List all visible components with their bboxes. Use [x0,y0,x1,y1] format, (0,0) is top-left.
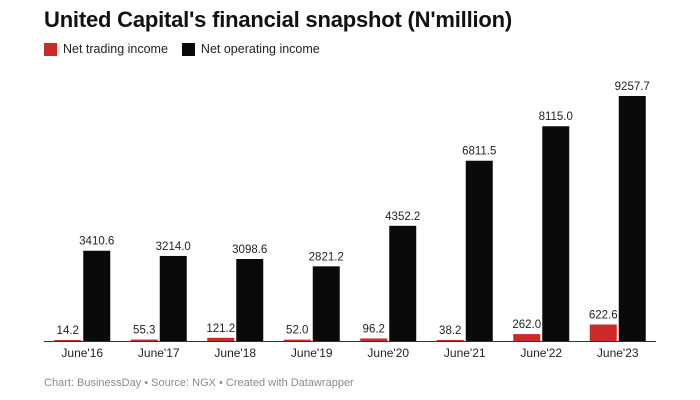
bar-trading-5 [436,339,464,341]
bar-operating-6 [542,126,570,341]
x-tick-label-7: June'23 [597,346,639,360]
data-label-trading-0: 14.2 [57,325,79,337]
x-tick-label-6: June'22 [520,346,562,360]
x-tick-label-0: June'16 [61,346,103,360]
legend-item-trading: Net trading income [44,42,168,56]
bar-trading-3 [283,339,311,341]
bar-operating-5 [465,160,493,341]
data-label-trading-7: 622.6 [589,310,618,322]
x-tick-label-2: June'18 [214,346,256,360]
legend-swatch-operating [181,42,195,56]
data-label-trading-4: 96.2 [363,323,385,335]
bar-trading-6 [513,334,541,341]
chart-footer: Chart: BusinessDay • Source: NGX • Creat… [44,377,354,389]
legend-swatch-trading [44,42,57,56]
x-tick-label-1: June'17 [138,346,180,360]
x-tick-label-5: June'21 [444,346,486,360]
chart-title: United Capital's financial snapshot (N'm… [44,7,512,32]
bar-operating-3 [312,266,340,341]
legend: Net trading income Net operating income [44,42,320,56]
legend-item-operating: Net operating income [181,42,320,56]
bar-trading-4 [360,338,388,341]
bar-operating-4 [389,225,417,341]
data-label-trading-3: 52.0 [286,325,308,337]
data-label-trading-6: 262.0 [512,319,541,331]
bar-operating-2 [236,258,264,341]
data-label-operating-0: 3410.6 [79,236,114,248]
bar-trading-0 [54,340,82,341]
legend-label-trading: Net trading income [63,42,168,56]
bar-trading-1 [130,339,158,341]
bar-operating-7 [618,96,646,341]
data-label-operating-2: 3098.6 [232,244,267,256]
data-label-operating-5: 6811.5 [462,146,496,158]
x-tick-label-4: June'20 [367,346,409,360]
data-label-trading-2: 121.2 [206,323,235,335]
x-tick-label-3: June'19 [291,346,333,360]
bar-operating-1 [159,255,187,341]
data-label-operating-3: 2821.2 [309,251,344,263]
data-label-trading-1: 55.3 [133,325,155,337]
bar-trading-7 [589,324,617,341]
data-label-operating-6: 8115.0 [539,111,573,123]
data-label-trading-5: 38.2 [439,325,461,337]
legend-label-operating: Net operating income [200,42,320,56]
data-label-operating-1: 3214.0 [156,241,191,253]
bar-trading-2 [207,337,235,341]
data-label-operating-7: 9257.7 [615,81,650,93]
bar-operating-0 [83,250,111,341]
data-label-operating-4: 4352.2 [385,211,420,223]
